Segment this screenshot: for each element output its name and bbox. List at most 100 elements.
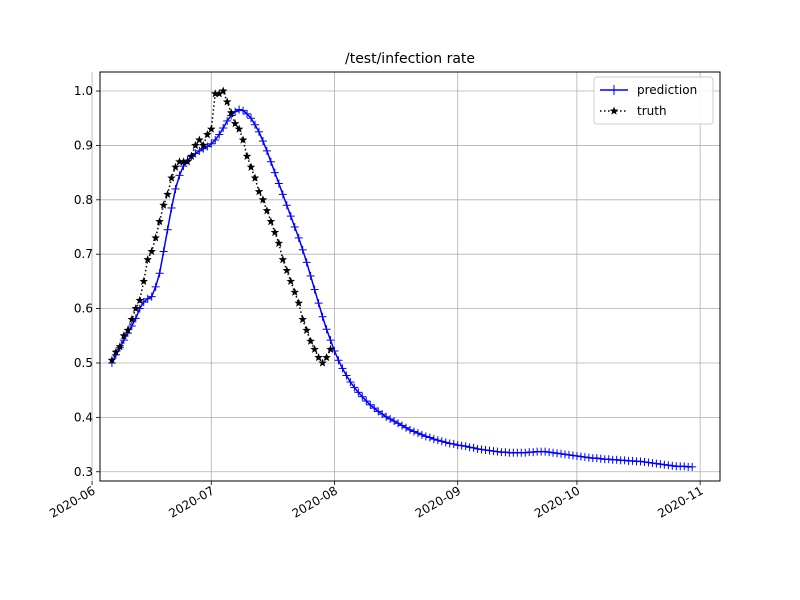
prediction-point	[362, 397, 371, 406]
prediction-point	[167, 203, 176, 212]
series-truth	[107, 86, 335, 367]
prediction-point	[219, 124, 228, 133]
prediction-point	[481, 445, 490, 454]
truth-point	[151, 233, 160, 242]
legend-truth-marker	[609, 106, 619, 115]
truth-point	[306, 336, 315, 345]
prediction-point	[453, 441, 462, 450]
prediction-point	[358, 392, 367, 401]
truth-point	[250, 173, 260, 182]
prediction-point	[346, 378, 355, 387]
truth-point	[107, 355, 117, 364]
prediction-point	[239, 106, 248, 115]
prediction-point	[584, 453, 593, 462]
prediction-point	[243, 109, 252, 118]
prediction-point	[258, 137, 267, 146]
truth-point	[230, 119, 240, 128]
prediction-point	[370, 404, 379, 413]
truth-point	[326, 344, 335, 354]
prediction-point	[354, 388, 363, 397]
y-tick-label: 1.0	[74, 84, 93, 98]
truth-point	[290, 287, 300, 296]
grid-lines	[91, 72, 720, 481]
prediction-point	[286, 212, 295, 221]
prediction-point	[688, 462, 697, 471]
truth-point	[175, 157, 184, 166]
prediction-point	[541, 447, 550, 456]
prediction-point	[409, 427, 418, 436]
prediction-point	[127, 321, 136, 330]
prediction-point	[254, 127, 263, 136]
prediction-point	[334, 356, 343, 365]
prediction-point	[612, 455, 621, 464]
prediction-point	[429, 435, 438, 444]
truth-point	[302, 325, 311, 334]
y-tick-label: 0.8	[74, 193, 93, 207]
truth-point	[266, 217, 276, 226]
truth-point	[123, 325, 133, 334]
y-tick-label: 0.6	[74, 302, 93, 316]
prediction-point	[549, 448, 558, 457]
prediction-point	[644, 458, 653, 467]
truth-point	[171, 162, 180, 171]
truth-point	[262, 206, 272, 215]
prediction-point	[441, 438, 450, 447]
prediction-point	[572, 451, 581, 460]
prediction-point	[294, 233, 303, 242]
truth-point	[246, 162, 256, 171]
prediction-point	[171, 184, 180, 193]
truth-point	[214, 89, 224, 98]
truth-point	[163, 189, 172, 199]
prediction-point	[580, 453, 589, 462]
prediction-point	[262, 146, 271, 155]
prediction-point	[576, 452, 585, 461]
legend: prediction truth	[593, 76, 714, 125]
y-tick-label: 0.7	[74, 247, 93, 261]
truth-point	[131, 304, 141, 313]
truth-point	[298, 314, 307, 324]
prediction-point	[338, 364, 347, 373]
prediction-point	[147, 292, 156, 301]
prediction-point	[314, 299, 323, 308]
truth-point	[139, 276, 148, 286]
prediction-point	[215, 130, 224, 139]
prediction-point	[473, 444, 482, 453]
y-tick-label: 0.5	[74, 356, 93, 370]
truth-point	[195, 135, 204, 144]
prediction-point	[465, 443, 474, 452]
prediction-point	[461, 442, 470, 451]
prediction-point	[477, 445, 486, 454]
truth-point	[238, 135, 248, 144]
prediction-point	[274, 179, 283, 188]
truth-point	[135, 295, 145, 305]
prediction-point	[529, 448, 538, 457]
prediction-point	[413, 429, 422, 438]
prediction-point	[326, 336, 335, 345]
truth-point	[143, 255, 152, 264]
prediction-point	[521, 448, 530, 457]
prediction-point	[270, 168, 279, 177]
prediction-point	[449, 440, 458, 449]
truth-point	[322, 353, 331, 362]
truth-point	[282, 266, 292, 275]
prediction-point	[489, 447, 498, 456]
truth-point	[270, 227, 280, 237]
truth-point	[242, 151, 252, 160]
truth-point	[155, 217, 164, 226]
prediction-point	[417, 430, 426, 439]
truth-point	[278, 255, 288, 264]
prediction-point	[366, 400, 375, 409]
prediction-point	[680, 462, 689, 471]
prediction-point	[302, 258, 311, 267]
truth-point	[203, 130, 212, 139]
prediction-point	[596, 454, 605, 463]
prediction-point	[266, 157, 275, 166]
prediction-point	[648, 459, 657, 468]
y-tick-label: 0.9	[74, 138, 93, 152]
prediction-point	[656, 460, 665, 469]
prediction-point	[564, 450, 573, 459]
truth-point	[183, 157, 192, 166]
y-tick-label: 0.3	[74, 465, 93, 479]
truth-point	[310, 344, 319, 354]
